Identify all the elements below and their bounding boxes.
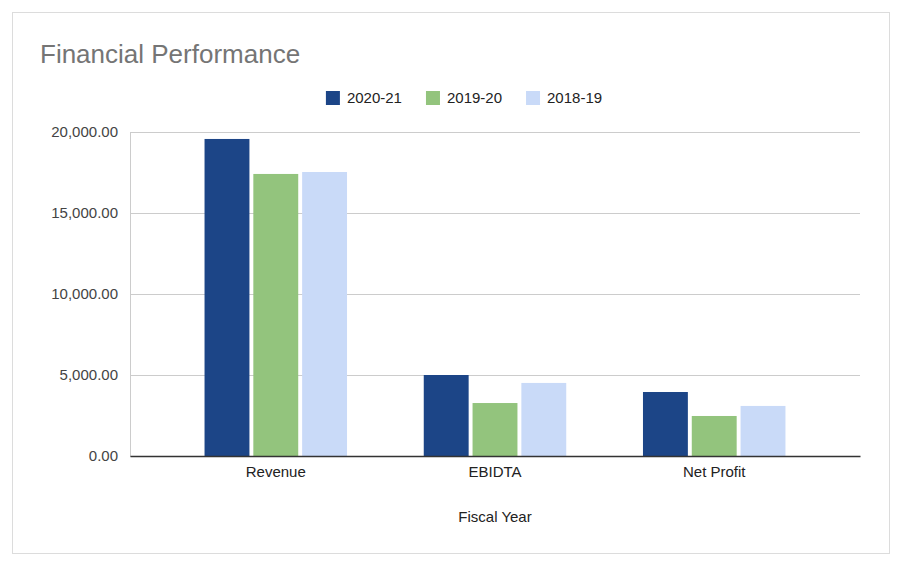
- x-axis-title: Fiscal Year: [458, 508, 531, 525]
- y-axis: 0.00 5,000.00 10,000.00 15,000.00 20,000.00: [51, 123, 130, 464]
- y-tick-label: 20,000.00: [51, 123, 118, 140]
- legend-swatch: [326, 91, 340, 105]
- y-tick-label: 10,000.00: [51, 285, 118, 302]
- y-tick: 15,000.00: [51, 204, 130, 221]
- legend-label: 2018-19: [547, 89, 602, 106]
- legend-item: 2019-20: [426, 89, 502, 106]
- bars: [205, 139, 786, 456]
- bar: [741, 406, 786, 456]
- x-tick: EBIDTA: [468, 456, 521, 480]
- bar: [253, 174, 298, 456]
- legend: 2020-21 2019-20 2018-19: [326, 89, 602, 106]
- bar: [205, 139, 250, 456]
- grid: [130, 132, 860, 456]
- y-axis-line: [130, 133, 131, 457]
- x-tick: Net Profit: [683, 456, 746, 480]
- y-tick-label: 0.00: [89, 447, 118, 464]
- y-tick: 0.00: [89, 447, 130, 464]
- x-tick-label: EBIDTA: [468, 463, 521, 480]
- bar: [473, 403, 518, 456]
- grid-line: [130, 132, 860, 133]
- y-tick: 10,000.00: [51, 285, 130, 302]
- bar: [302, 172, 347, 456]
- bar: [521, 383, 566, 456]
- bar-series: [205, 139, 688, 456]
- legend-swatch: [426, 91, 440, 105]
- x-axis: Revenue EBIDTA Net Profit: [131, 456, 861, 480]
- bar: [424, 375, 469, 456]
- x-tick-label: Net Profit: [683, 463, 746, 480]
- bar: [643, 392, 688, 456]
- bar-series: [302, 172, 785, 456]
- x-tick-label: Revenue: [246, 463, 306, 480]
- legend-swatch: [526, 91, 540, 105]
- legend-label: 2019-20: [447, 89, 502, 106]
- x-axis-line: [131, 456, 861, 457]
- x-tick: Revenue: [246, 456, 306, 480]
- bar: [692, 416, 737, 456]
- y-tick: 20,000.00: [51, 123, 130, 140]
- legend-label: 2020-21: [347, 89, 402, 106]
- chart: Financial Performance 0.00 5,000.00 10,000.…: [0, 0, 905, 568]
- y-tick-label: 15,000.00: [51, 204, 118, 221]
- y-tick-label: 5,000.00: [60, 366, 118, 383]
- legend-item: 2020-21: [326, 89, 402, 106]
- title: Financial Performance: [40, 39, 300, 69]
- legend-item: 2018-19: [526, 89, 602, 106]
- y-tick: 5,000.00: [60, 366, 130, 383]
- frame: [13, 13, 890, 554]
